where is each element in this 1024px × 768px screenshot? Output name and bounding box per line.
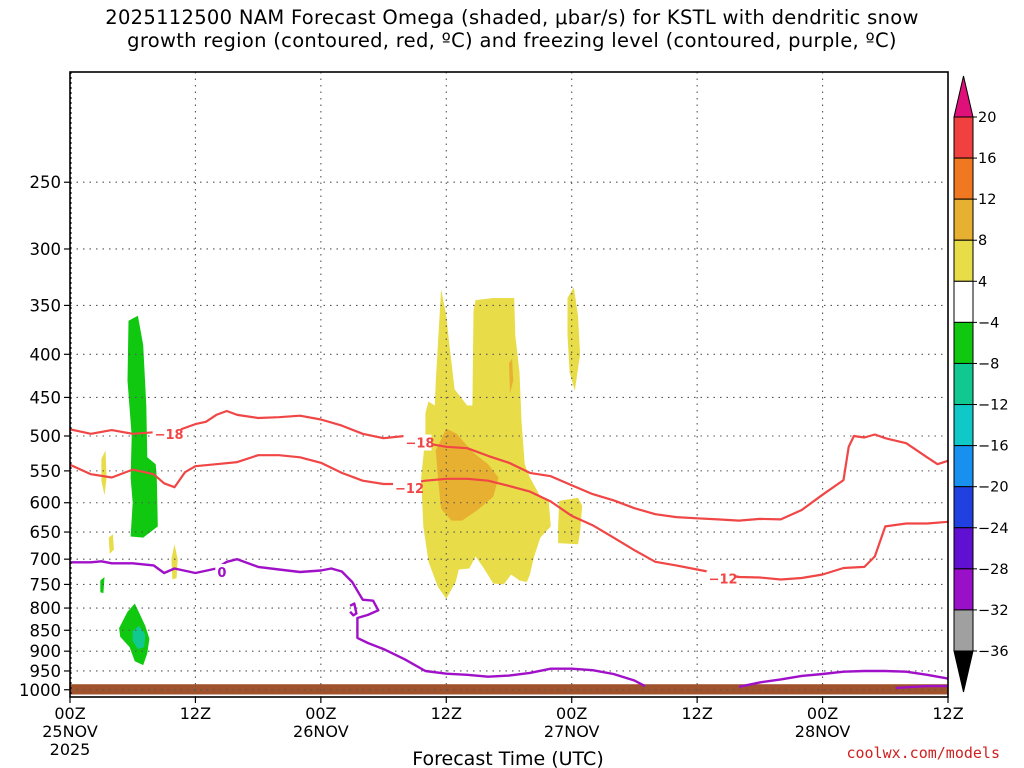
colorbar-bottom-arrow	[953, 650, 974, 693]
y-tick-label: 450	[30, 388, 62, 407]
omega-shading-layer	[100, 287, 583, 666]
x-tick-label: 12Z	[431, 704, 462, 723]
y-tick-label: 500	[30, 427, 62, 446]
contour-layer: −18 −18 −12 −12 0	[69, 409, 949, 690]
contour-0C-b	[349, 602, 358, 617]
x-tick-label: 00Z	[556, 704, 587, 723]
colorbar-swatch-1	[953, 157, 974, 200]
colorbar-swatch-12	[953, 609, 974, 652]
y-tick-label: 700	[30, 550, 62, 569]
y-tick-label: 1000	[19, 681, 61, 700]
omega-region-7	[421, 289, 551, 599]
omega-region-11	[558, 497, 583, 545]
x-tick-year: 2025	[50, 740, 91, 759]
x-tick-date: 27NOV	[544, 722, 600, 741]
omega-region-10	[567, 287, 581, 391]
colorbar-label: −8	[978, 356, 999, 372]
contour-label: −18	[155, 428, 184, 443]
colorbar-label: −36	[978, 644, 1009, 660]
colorbar-top-arrow	[953, 75, 974, 118]
colorbar-swatch-5	[953, 321, 974, 364]
colorbar-swatch-6	[953, 362, 974, 406]
colorbar-label: 8	[978, 233, 987, 249]
x-tick-date: 25NOV	[42, 722, 98, 741]
title-line-1: 2025112500 NAM Forecast Omega (shaded, μ…	[105, 6, 919, 29]
colorbar-swatch-7	[953, 404, 974, 447]
omega-region-9	[509, 358, 514, 394]
colorbar-label: −16	[978, 439, 1009, 455]
contour-0C-c	[738, 669, 949, 688]
omega-region-2	[132, 625, 146, 650]
y-tick-label: 300	[30, 240, 62, 259]
omega-region-6	[171, 544, 178, 580]
y-tick-label: 900	[30, 642, 62, 661]
contour-0C	[70, 558, 646, 688]
y-tick-label: 250	[30, 173, 62, 192]
x-axis-label: Forecast Time (UTC)	[412, 748, 603, 768]
grid-layer	[70, 72, 948, 697]
x-tick-label: 12Z	[932, 704, 963, 723]
colorbar-swatch-10	[953, 527, 974, 570]
contour-label: −12	[395, 482, 424, 497]
colorbar-swatch-11	[953, 568, 974, 611]
contour-label: −18	[405, 437, 434, 452]
x-tick-label: 12Z	[180, 704, 211, 723]
ground-band	[70, 684, 948, 695]
contour-label: −12	[709, 573, 738, 588]
x-tick-label: 12Z	[681, 704, 712, 723]
x-tick-label: 00Z	[54, 704, 85, 723]
contour-label-bg	[215, 564, 228, 581]
contour-label-bg	[403, 434, 432, 451]
x-tick-date: 26NOV	[293, 722, 349, 741]
y-tick-label: 650	[30, 523, 62, 542]
ground-layer	[70, 684, 948, 695]
colorbar-label: 16	[978, 151, 996, 167]
contour-label: 0	[217, 566, 226, 581]
omega-region-4	[101, 450, 107, 496]
chart-title: 2025112500 NAM Forecast Omega (shaded, μ…	[0, 6, 1024, 52]
colorbar-swatch-2	[953, 198, 974, 241]
contour-label-bg	[152, 425, 181, 442]
colorbar-swatch-0	[953, 116, 974, 159]
y-tick-label: 400	[30, 345, 62, 364]
colorbar-label: 4	[978, 274, 987, 290]
title-line-2: growth region (contoured, red, ºC) and f…	[127, 29, 897, 52]
site-credit: coolwx.com/models	[846, 744, 1000, 762]
colorbar-label: −24	[978, 521, 1009, 537]
omega-region-3	[100, 577, 105, 594]
y-tick-label: 350	[30, 296, 62, 315]
colorbar-label: −32	[978, 603, 1009, 619]
omega-region-8	[435, 428, 499, 521]
omega-region-0	[127, 315, 158, 538]
colorbar-label: −4	[978, 315, 999, 331]
colorbar-label: −12	[978, 398, 1009, 414]
colorbar-label: −28	[978, 562, 1009, 578]
contour-label-bg	[706, 570, 735, 587]
x-tick-date: 28NOV	[795, 722, 851, 741]
y-tick-label: 850	[30, 621, 62, 640]
contour--12C	[69, 454, 949, 581]
y-tick-label: 800	[30, 599, 62, 618]
colorbar-label: 20	[978, 110, 996, 126]
axes-layer: 250 300 350 400 450 500 550 600 650 700 750 800 850 9…	[19, 71, 964, 759]
colorbar-swatch-3	[953, 239, 974, 282]
y-tick-label: 600	[30, 494, 62, 513]
colorbar-label: 12	[978, 192, 996, 208]
colorbar: 20 16 12 8 4 −4 −8 −12 −16 −20 −24 −28 −32 −36	[953, 75, 1009, 693]
colorbar-label: −20	[978, 480, 1009, 496]
colorbar-swatch-4	[953, 280, 974, 323]
contour-0C-d	[895, 684, 948, 690]
contour--18C	[69, 409, 949, 522]
omega-region-5	[108, 534, 114, 554]
x-tick-label: 00Z	[807, 704, 838, 723]
y-tick-label: 950	[30, 662, 62, 681]
contour-label-bg	[393, 479, 422, 496]
colorbar-swatch-9	[953, 486, 974, 529]
x-tick-label: 00Z	[305, 704, 336, 723]
plot-frame	[69, 71, 949, 698]
y-tick-label: 550	[30, 462, 62, 481]
y-tick-label: 750	[30, 575, 62, 594]
colorbar-swatch-8	[953, 445, 974, 488]
